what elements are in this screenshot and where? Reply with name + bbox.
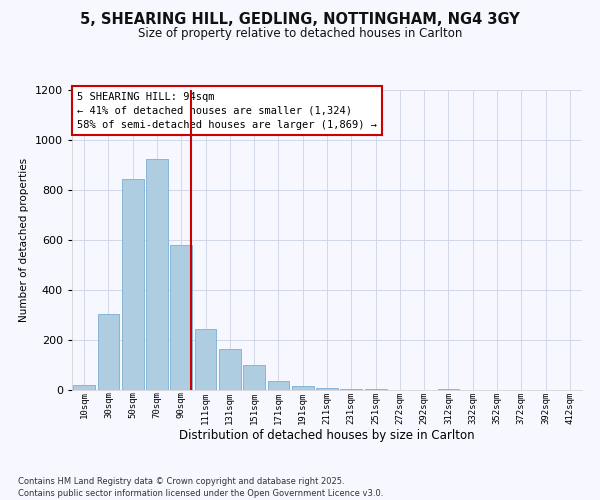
Bar <box>73 385 95 390</box>
Bar <box>194 329 217 390</box>
Text: Contains HM Land Registry data © Crown copyright and database right 2025.
Contai: Contains HM Land Registry data © Crown c… <box>18 476 383 498</box>
Bar <box>122 179 143 390</box>
Bar <box>437 389 460 390</box>
Bar <box>97 314 119 390</box>
Bar <box>340 389 362 390</box>
Bar <box>146 159 168 390</box>
Bar <box>316 388 338 390</box>
Y-axis label: Number of detached properties: Number of detached properties <box>19 158 29 322</box>
Bar <box>292 386 314 390</box>
Text: Size of property relative to detached houses in Carlton: Size of property relative to detached ho… <box>138 28 462 40</box>
Text: 5 SHEARING HILL: 94sqm
← 41% of detached houses are smaller (1,324)
58% of semi-: 5 SHEARING HILL: 94sqm ← 41% of detached… <box>77 92 377 130</box>
Text: 5, SHEARING HILL, GEDLING, NOTTINGHAM, NG4 3GY: 5, SHEARING HILL, GEDLING, NOTTINGHAM, N… <box>80 12 520 28</box>
Bar <box>219 349 241 390</box>
Bar <box>268 381 289 390</box>
X-axis label: Distribution of detached houses by size in Carlton: Distribution of detached houses by size … <box>179 429 475 442</box>
Bar <box>170 245 192 390</box>
Bar <box>365 389 386 390</box>
Bar <box>243 365 265 390</box>
